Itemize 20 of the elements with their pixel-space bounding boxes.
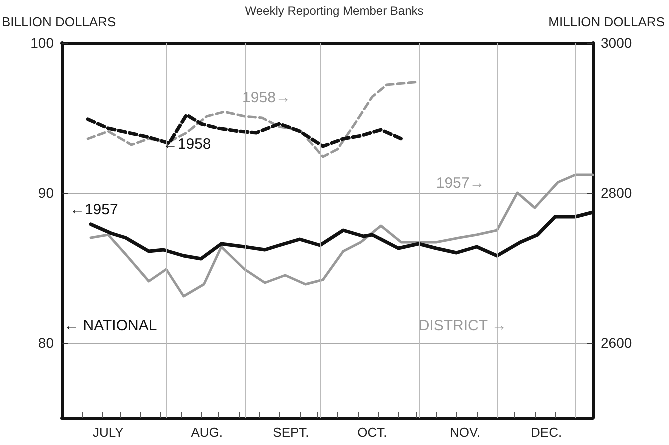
x-tick-label: DEC.	[531, 425, 562, 440]
y-axis-title: BILLION DOLLARS	[2, 14, 116, 30]
annotation: ←1957	[70, 201, 118, 218]
y-tick-label: 100	[30, 35, 54, 51]
x-tick-label: JULY	[93, 425, 124, 440]
y2-axis-title: MILLION DOLLARS	[548, 14, 666, 30]
y2-tick-label: 2600	[601, 335, 632, 351]
annotation: ← NATIONAL	[64, 318, 158, 335]
annotation: 1957→	[436, 175, 485, 192]
y2-tick-label: 3000	[601, 35, 632, 51]
x-tick-label: OCT.	[358, 425, 388, 440]
x-tick-label: SEPT.	[273, 425, 310, 440]
y-tick-label: 90	[38, 185, 54, 201]
y-tick-label: 80	[38, 335, 54, 351]
annotation: ←1958	[162, 136, 212, 153]
x-tick-label: NOV.	[450, 425, 481, 440]
y2-tick-label: 2800	[601, 185, 632, 201]
x-tick-label: AUG.	[191, 425, 223, 440]
chart-title: Weekly Reporting Member Banks	[245, 4, 424, 18]
line-series	[86, 113, 404, 148]
